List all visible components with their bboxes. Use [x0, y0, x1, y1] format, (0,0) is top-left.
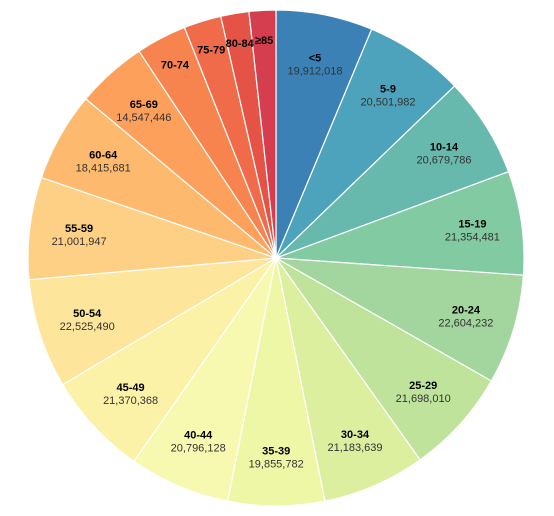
slice-label-70-74: 70-74 [161, 60, 190, 72]
pie-slice-15-19[interactable] [275, 170, 525, 276]
slices-layer [27, 9, 525, 507]
slice-value-55-59: 21,001,947 [52, 236, 107, 248]
pie-slice-45-49[interactable] [61, 257, 277, 463]
slice-value-10-14: 20,679,786 [416, 154, 471, 166]
slice-label-10-14: 10-14 [430, 141, 459, 153]
slice-value-45-49: 21,370,368 [103, 395, 158, 407]
slice-value-20-24: 22,604,232 [438, 318, 493, 330]
pie-slice-85[interactable] [248, 9, 277, 259]
slice-value-65-69: 14,547,446 [116, 112, 171, 124]
slice-label-15-19: 15-19 [458, 219, 486, 231]
slice-label-35-39: 35-39 [262, 445, 290, 457]
slice-value-15-19: 21,354,481 [445, 232, 500, 244]
slice-label-30-34: 30-34 [341, 429, 370, 441]
slice-value-35-39: 19,855,782 [249, 458, 304, 470]
slice-label-5: <5 [309, 53, 322, 65]
slice-label-65-69: 65-69 [130, 99, 158, 111]
slice-label-45-49: 45-49 [117, 382, 145, 394]
slice-label-20-24: 20-24 [452, 305, 481, 317]
slice-value-60-64: 18,415,681 [76, 163, 131, 175]
slice-label-60-64: 60-64 [89, 150, 118, 162]
slice-label-5-9: 5-9 [380, 83, 396, 95]
slice-value-50-54: 22,525,490 [60, 321, 115, 333]
slice-label-40-44: 40-44 [184, 430, 213, 442]
slice-label-25-29: 25-29 [409, 380, 437, 392]
pie-slice-20-24[interactable] [275, 257, 525, 382]
slice-label-80-84: 80-84 [226, 38, 255, 50]
slice-label-85: ≥85 [255, 35, 273, 47]
slice-value-40-44: 20,796,128 [171, 443, 226, 455]
slice-label-50-54: 50-54 [73, 308, 102, 320]
slice-value-25-29: 21,698,010 [396, 393, 451, 405]
slice-label-75-79: 75-79 [197, 45, 225, 57]
slice-value-5: 19,912,018 [287, 66, 342, 78]
slice-value-5-9: 20,501,982 [360, 96, 415, 108]
labels-layer: <519,912,018 5-920,501,982 10-1420,679,786… [52, 35, 500, 470]
pie-slice-25-29[interactable] [275, 257, 493, 461]
slice-label-55-59: 55-59 [65, 223, 93, 235]
slice-value-30-34: 21,183,639 [327, 442, 382, 454]
pie-slice-50-54[interactable] [28, 257, 277, 386]
